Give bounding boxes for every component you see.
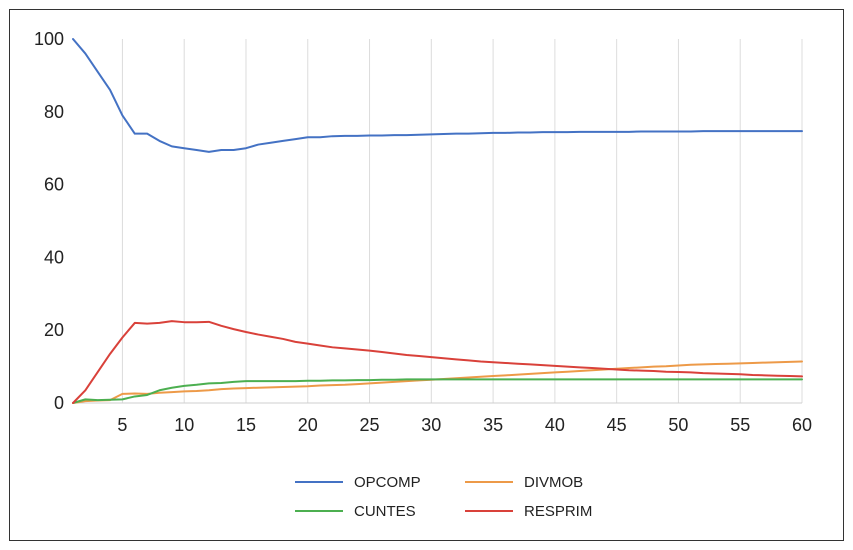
series-line-cuntes [72, 378, 803, 404]
x-tick-label-30: 30 [421, 415, 441, 435]
chart-frame [9, 9, 844, 541]
legend: OPCOMP DIVMOB CUNTES RESPRIM [295, 474, 592, 520]
legend-label-resprim: RESPRIM [524, 503, 592, 520]
y-tick-label-80: 80 [44, 102, 64, 122]
y-tick-label-60: 60 [44, 175, 64, 195]
y-tick-label-0: 0 [54, 393, 64, 413]
series-lines [72, 38, 803, 404]
series-line-resprim [72, 320, 803, 404]
grid-lines [121, 39, 803, 403]
legend-label-divmob: DIVMOB [524, 474, 583, 491]
y-tick-label-100: 100 [34, 29, 64, 49]
x-tick-label-5: 5 [117, 415, 127, 435]
x-tick-label-20: 20 [298, 415, 318, 435]
x-tick-label-55: 55 [730, 415, 750, 435]
x-tick-label-10: 10 [174, 415, 194, 435]
x-tick-label-50: 50 [668, 415, 688, 435]
x-tick-label-35: 35 [483, 415, 503, 435]
x-tick-label-40: 40 [545, 415, 565, 435]
series-line-opcomp [72, 38, 803, 153]
legend-label-opcomp: OPCOMP [354, 474, 421, 491]
series-line-divmob [72, 360, 803, 404]
x-tick-labels: 5 10 15 20 25 30 35 40 45 50 55 60 [117, 415, 812, 435]
x-tick-label-45: 45 [607, 415, 627, 435]
x-tick-label-15: 15 [236, 415, 256, 435]
y-tick-labels: 0 20 40 60 80 100 [34, 29, 64, 413]
y-tick-label-40: 40 [44, 247, 64, 267]
x-tick-label-60: 60 [792, 415, 812, 435]
y-tick-label-20: 20 [44, 320, 64, 340]
legend-label-cuntes: CUNTES [354, 503, 416, 520]
x-tick-label-25: 25 [360, 415, 380, 435]
